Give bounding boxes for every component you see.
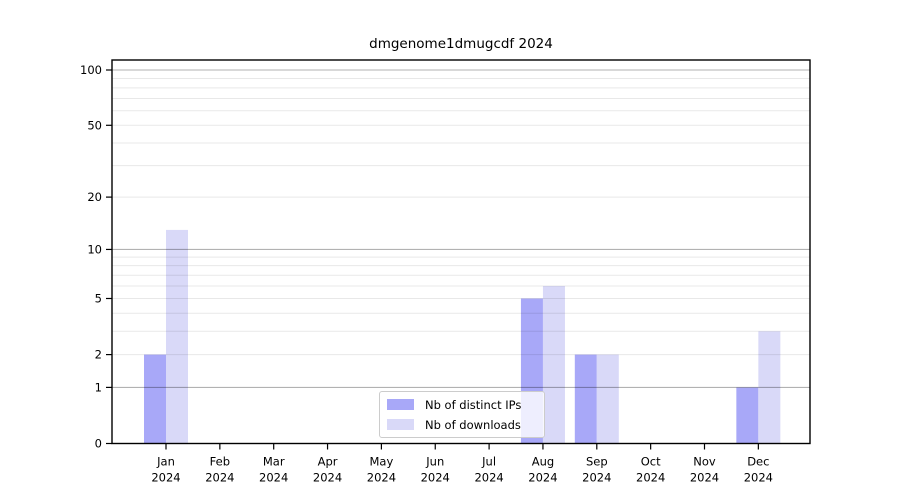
x-tick-label-month-jul: Jul [481,455,496,469]
y-tick-label-100: 100 [80,63,102,77]
bar-nb-of-downloads-jan [166,229,188,444]
x-tick-label-year-may: 2024 [367,471,396,485]
bar-nb-of-distinct-ips-dec [736,387,759,444]
legend-label-downloads: Nb of downloads [425,417,521,432]
legend-item-distinct-ips: Nb of distinct IPs [387,396,544,413]
legend-label-distinct-ips: Nb of distinct IPs [425,397,522,412]
legend-swatch-distinct-ips-icon [387,399,414,410]
y-tick-label-20: 20 [87,190,102,204]
x-tick-label-month-apr: Apr [318,455,338,469]
x-tick-label-year-nov: 2024 [690,471,719,485]
bar-nb-of-downloads-aug [542,286,565,444]
x-tick-label-year-apr: 2024 [313,471,342,485]
x-tick-label-month-oct: Oct [641,455,661,469]
bar-nb-of-downloads-sep [596,354,619,444]
x-tick-label-month-jun: Jun [425,455,444,469]
x-tick-label-year-jan: 2024 [151,471,180,485]
x-tick-label-month-may: May [370,455,394,469]
x-tick-label-year-oct: 2024 [636,471,665,485]
legend-box: Nb of distinct IPs Nb of downloads [379,391,545,438]
x-tick-label-month-mar: Mar [263,455,285,469]
x-tick-label-year-jul: 2024 [474,471,503,485]
x-tick-label-month-sep: Sep [586,455,608,469]
x-tick-label-month-aug: Aug [532,455,554,469]
y-tick-label-1: 1 [95,380,102,394]
x-tick-label-month-feb: Feb [210,455,230,469]
bar-nb-of-downloads-dec [758,331,781,444]
x-tick-label-month-jan: Jan [156,455,175,469]
legend-item-downloads: Nb of downloads [387,416,544,433]
x-tick-label-month-dec: Dec [747,455,769,469]
x-tick-label-month-nov: Nov [693,455,716,469]
y-tick-label-5: 5 [95,291,102,305]
x-tick-label-year-feb: 2024 [205,471,234,485]
legend-swatch-downloads-icon [387,419,414,430]
x-tick-label-year-sep: 2024 [582,471,611,485]
bar-nb-of-distinct-ips-sep [574,354,597,444]
x-tick-label-year-jun: 2024 [421,471,450,485]
chart-title: dmgenome1dmugcdf 2024 [369,36,553,52]
y-tick-label-10: 10 [87,242,102,256]
y-tick-label-50: 50 [87,118,102,132]
plot-frame [111,59,811,445]
x-tick-label-year-aug: 2024 [528,471,557,485]
y-tick-label-2: 2 [95,348,102,362]
x-tick-label-year-mar: 2024 [259,471,288,485]
bar-nb-of-distinct-ips-jan [144,354,166,444]
y-tick-label-0: 0 [95,437,102,451]
x-tick-label-year-dec: 2024 [744,471,773,485]
